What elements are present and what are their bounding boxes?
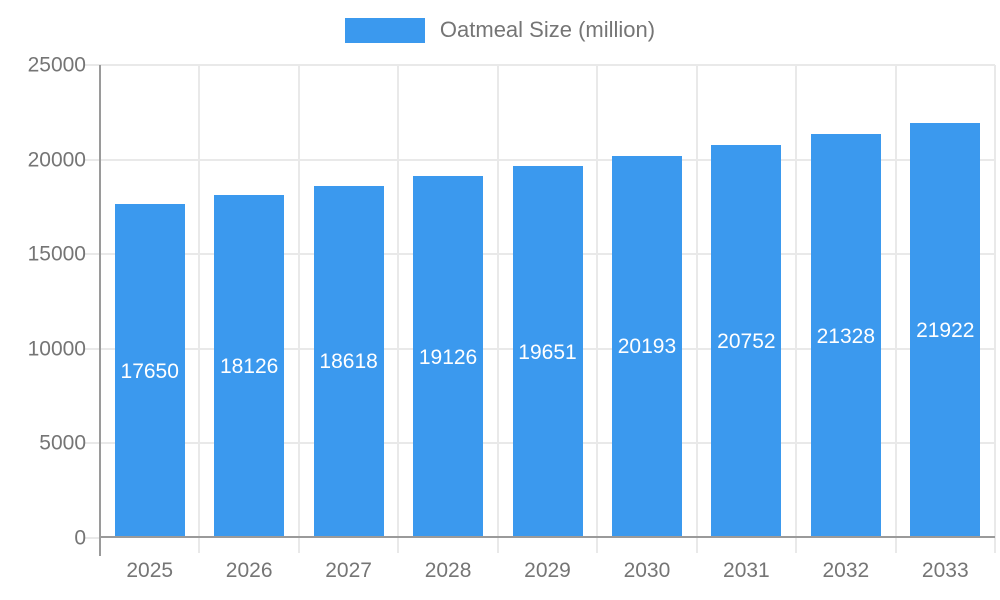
- y-axis-tick: [84, 253, 100, 256]
- gridline-vertical: [596, 65, 599, 553]
- y-axis-tick: [84, 537, 100, 539]
- legend[interactable]: Oatmeal Size (million): [0, 16, 1000, 44]
- y-axis-tick: [84, 442, 100, 445]
- gridline-vertical: [695, 65, 698, 553]
- bar-2031[interactable]: 20752: [711, 145, 782, 538]
- x-tick-label: 2030: [623, 559, 671, 582]
- gridline-horizontal: [100, 64, 995, 66]
- bar-2026[interactable]: 18126: [214, 195, 285, 538]
- x-tick-label: 2032: [822, 559, 870, 582]
- gridline-vertical: [297, 65, 300, 553]
- legend-label: Oatmeal Size (million): [439, 17, 656, 42]
- bar-2032[interactable]: 21328: [810, 134, 881, 538]
- bar-value-label: 19651: [518, 340, 577, 364]
- y-tick-label: 15000: [27, 242, 86, 266]
- gridline-vertical: [795, 65, 798, 553]
- gridline-vertical: [397, 65, 400, 553]
- y-tick-label: 10000: [27, 337, 86, 361]
- y-axis-line: [99, 65, 101, 556]
- x-tick-label: 2031: [723, 559, 770, 582]
- y-tick-label: 25000: [27, 53, 86, 77]
- bar-value-label: 18126: [219, 355, 279, 379]
- y-axis-tick: [84, 347, 100, 350]
- y-axis-tick: [84, 158, 100, 161]
- bar-2029[interactable]: 19651: [512, 166, 583, 538]
- bar-2030[interactable]: 20193: [611, 155, 682, 538]
- x-axis-line: [100, 536, 995, 538]
- y-axis-tick: [84, 64, 100, 66]
- y-tick-label: 5000: [39, 431, 86, 455]
- plot-area: 17650 18126 18618 19126 19651 20193 20752 21328…: [84, 64, 996, 556]
- bar-value-label: 20193: [617, 335, 677, 359]
- bar-value-label: 20752: [717, 330, 776, 354]
- bar-2033[interactable]: 21922: [910, 123, 981, 538]
- legend-swatch: [344, 17, 425, 43]
- x-tick-label: 2029: [524, 559, 571, 582]
- x-tick-label: 2026: [225, 559, 273, 582]
- gridline-vertical: [496, 65, 499, 553]
- bar-value-label: 18618: [319, 350, 378, 374]
- x-tick-label: 2033: [921, 559, 969, 582]
- gridline-horizontal: [100, 158, 995, 161]
- y-tick-label: 20000: [27, 148, 86, 172]
- x-tick-label: 2028: [424, 559, 472, 582]
- gridline-vertical: [198, 65, 201, 553]
- gridline-vertical: [894, 65, 897, 553]
- bar-2025[interactable]: 17650: [114, 204, 185, 538]
- bar-value-label: 21922: [916, 319, 975, 343]
- bar-2027[interactable]: 18618: [313, 185, 384, 538]
- y-tick-label: 0: [74, 526, 86, 550]
- x-tick-label: 2027: [325, 559, 372, 582]
- x-tick-label: 2025: [126, 559, 174, 582]
- bar-value-label: 19126: [418, 345, 478, 369]
- bar-2028[interactable]: 19126: [413, 176, 484, 538]
- gridline-vertical: [994, 65, 996, 553]
- bar-value-label: 21328: [816, 324, 876, 348]
- bar-value-label: 17650: [120, 359, 179, 383]
